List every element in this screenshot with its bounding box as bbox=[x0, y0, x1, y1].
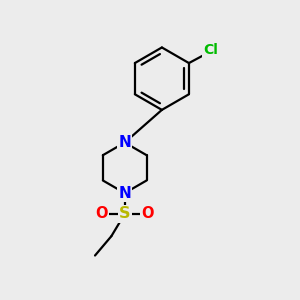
Text: S: S bbox=[119, 206, 130, 221]
Text: N: N bbox=[118, 186, 131, 201]
Text: O: O bbox=[141, 206, 154, 221]
Text: O: O bbox=[96, 206, 108, 221]
Text: N: N bbox=[118, 135, 131, 150]
Text: Cl: Cl bbox=[203, 43, 218, 57]
